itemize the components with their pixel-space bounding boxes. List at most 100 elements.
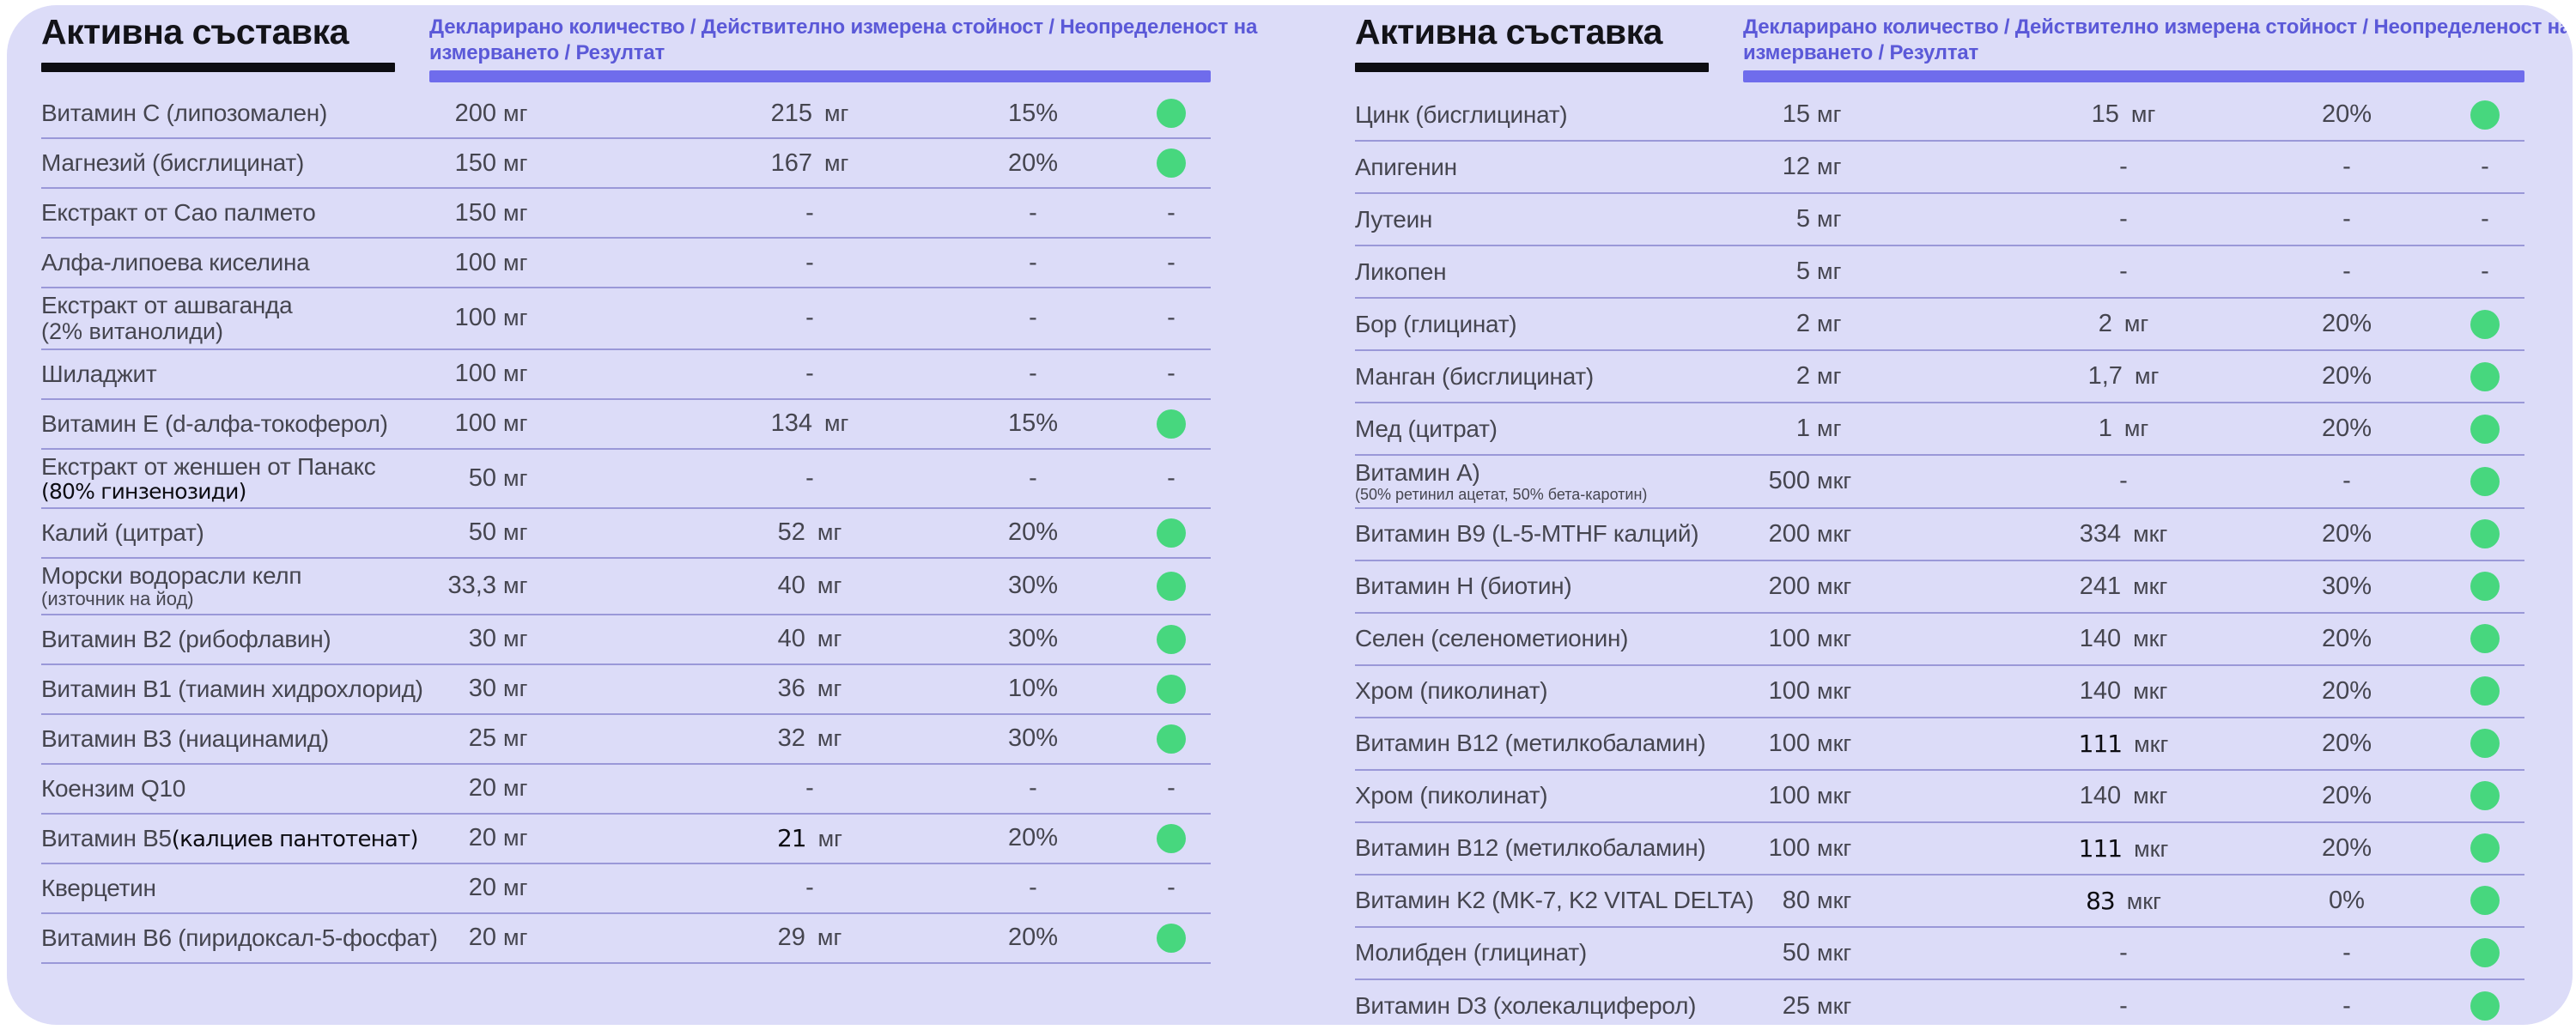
measured-value: - — [2119, 991, 2128, 1020]
ingredient-name-text: Шиладжит — [41, 360, 157, 387]
result-cell: - — [1167, 360, 1176, 388]
result-cell: - — [1167, 464, 1176, 492]
ingredient-name: Витамин E (d-алфа-токоферол) — [41, 407, 445, 440]
table-row: Витамин B1 (тиамин хидрохлорид) 30 мг 36 мг 1… — [41, 665, 1211, 715]
ingredient-name: Екстракт от Сао палмето — [41, 196, 445, 229]
result-cell: - — [1167, 248, 1176, 276]
ingredient-name: Кверцетин — [41, 871, 445, 905]
declared-unit: мкг — [1817, 520, 1852, 547]
ingredient-name-text: Витамин B3 (ниацинамид) — [41, 725, 329, 753]
declared-amount: 100 — [1768, 676, 1810, 705]
pass-indicator-dot — [1157, 409, 1186, 439]
measured-unit: мг — [817, 519, 842, 546]
column-header-block: Декларирано количество / Действително из… — [429, 10, 1257, 82]
measured-amount: 52 — [777, 518, 805, 547]
ingredient-table: Витамин C (липозомален) 200 мг 215 мг 15% Магн… — [41, 89, 1211, 964]
measured-value: - — [805, 464, 814, 492]
result-cell — [2445, 519, 2524, 549]
declared-amount: 100 — [1768, 729, 1810, 757]
declared-unit: мг — [503, 825, 528, 851]
result-cell — [2445, 991, 2524, 1021]
uncertainty-value: 0% — [2329, 886, 2365, 914]
header-underline-bar — [1743, 70, 2524, 82]
measured-amount: 140 — [2079, 781, 2122, 809]
declared-amount: 50 — [1782, 938, 1810, 966]
ingredient-name-text: Манган (бисглицинат) — [1355, 362, 1594, 390]
ingredient-name-text: Мед (цитрат) — [1355, 415, 1498, 442]
measured-amount: 32 — [777, 724, 805, 753]
measured-amount: 36 — [777, 675, 805, 703]
declared-amount: 50 — [468, 518, 496, 547]
ingredient-name-text: Витамин B12 (метилкобаламин) — [1355, 834, 1706, 862]
declared-unit: мг — [503, 100, 528, 126]
panel-title: Активна съставка — [41, 12, 349, 52]
declared-unit: мг — [503, 199, 528, 226]
declared-unit: мкг — [1817, 677, 1852, 704]
measured-unit: мкг — [2133, 782, 2168, 809]
pass-indicator-dot — [1157, 148, 1186, 178]
pass-indicator-dot — [2470, 309, 2500, 339]
measured-value: 36 мг — [685, 675, 934, 703]
declared-unit: мг — [503, 149, 528, 176]
ingredient-name-text: Витамин B5 — [41, 824, 172, 851]
ingredient-name: Магнезий (бисглицинат) — [41, 146, 445, 179]
measured-amount: 40 — [777, 625, 805, 653]
ingredient-name-text: Екстракт от женшен от Панакс — [41, 452, 376, 480]
ingredient-name-text: Витамин B9 (L-5-MTHF калций) — [1355, 520, 1699, 548]
table-row: Бор (глицинат) 2 мг 2 мг 20% — [1355, 299, 2524, 351]
result-cell — [2445, 676, 2524, 706]
measured-amount: 21 — [776, 824, 807, 853]
result-cell — [1132, 624, 1211, 654]
result-cell — [1132, 148, 1211, 178]
table-row: Селен (селенометионин) 100 мкг 140 мкг 20% — [1355, 614, 2524, 666]
result-cell: - — [1167, 874, 1176, 902]
ingredient-name: Манган (бисглицинат) — [1355, 360, 1759, 393]
declared-unit: мкг — [1817, 730, 1852, 756]
ingredient-name-text: Витамин K2 (MK-7, K2 VITAL DELTA) — [1355, 887, 1754, 914]
ingredient-name-subline: (източник на йод) — [41, 588, 194, 610]
measured-amount: 334 — [2079, 519, 2122, 548]
declared-unit: мг — [1817, 101, 1842, 127]
measured-value: 334 мкг — [1999, 520, 2248, 548]
result-cell: - — [2481, 205, 2489, 233]
pass-indicator-dot — [1157, 823, 1186, 853]
ingredient-name: Витамин C (липозомален) — [41, 96, 445, 130]
table-row: Витамин K2 (MK-7, K2 VITAL DELTA) 80 мкг 83… — [1355, 876, 2524, 928]
ingredient-name-text: Витамин H (биотин) — [1355, 573, 1572, 600]
measured-value: 167 мг — [685, 149, 934, 178]
declared-unit: мг — [1817, 311, 1842, 336]
measured-value: - — [2119, 258, 2128, 285]
table-row: Витамин B12 (метилкобаламин) 100 мкг 111 мкг… — [1355, 823, 2524, 876]
ingredient-name: Витамин B6 (пиридоксал-5-фосфат) — [41, 921, 445, 954]
ingredient-name: Бор (глицинат) — [1355, 307, 1759, 341]
uncertainty-value: 20% — [2321, 781, 2372, 809]
measured-value: - — [2119, 938, 2128, 966]
measured-value: 40 мг — [685, 625, 934, 653]
result-cell: - — [2481, 153, 2489, 180]
measured-amount: 134 — [770, 409, 812, 438]
panel-header: Активна съставка Декларирано количество … — [41, 10, 1257, 82]
uncertainty-value: 20% — [1007, 518, 1059, 547]
ingredient-name: Калий (цитрат) — [41, 516, 445, 549]
table-row: Коензим Q10 20 мг - - - — [41, 765, 1211, 815]
measured-amount: 1 — [2098, 415, 2112, 442]
pass-indicator-dot — [2470, 938, 2500, 968]
declared-amount: 20 — [468, 774, 496, 803]
measured-unit: мкг — [2134, 835, 2169, 862]
uncertainty-value: - — [1029, 248, 1037, 276]
lab-report-card: Активна съставка Декларирано количество … — [7, 5, 2573, 1025]
declared-unit: мкг — [1817, 992, 1852, 1019]
table-row: Витамин B2 (рибофлавин) 30 мг 40 мг 30% — [41, 615, 1211, 665]
measured-unit: мг — [2134, 363, 2160, 389]
measured-unit: мг — [2123, 311, 2149, 336]
declared-amount: 5 — [1795, 205, 1810, 233]
uncertainty-value: 30% — [1007, 572, 1059, 600]
measured-value: 111 мкг — [1999, 834, 2248, 863]
declared-amount: 150 — [454, 198, 496, 227]
table-row: Витамин B3 (ниацинамид) 25 мг 32 мг 30% — [41, 715, 1211, 765]
uncertainty-value: 20% — [2321, 519, 2372, 548]
table-row: Апигенин 12 мг - - - — [1355, 142, 2524, 194]
ingredient-name: Витамин B12 (метилкобаламин) — [1355, 726, 1759, 760]
table-row: Витамин B6 (пиридоксал-5-фосфат) 20 мг 29 мг… — [41, 914, 1211, 964]
declared-unit: мг — [503, 775, 528, 802]
